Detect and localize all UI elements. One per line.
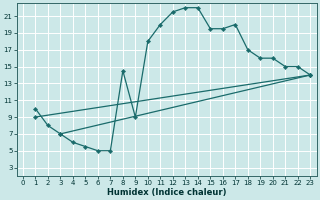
X-axis label: Humidex (Indice chaleur): Humidex (Indice chaleur) [107,188,226,197]
